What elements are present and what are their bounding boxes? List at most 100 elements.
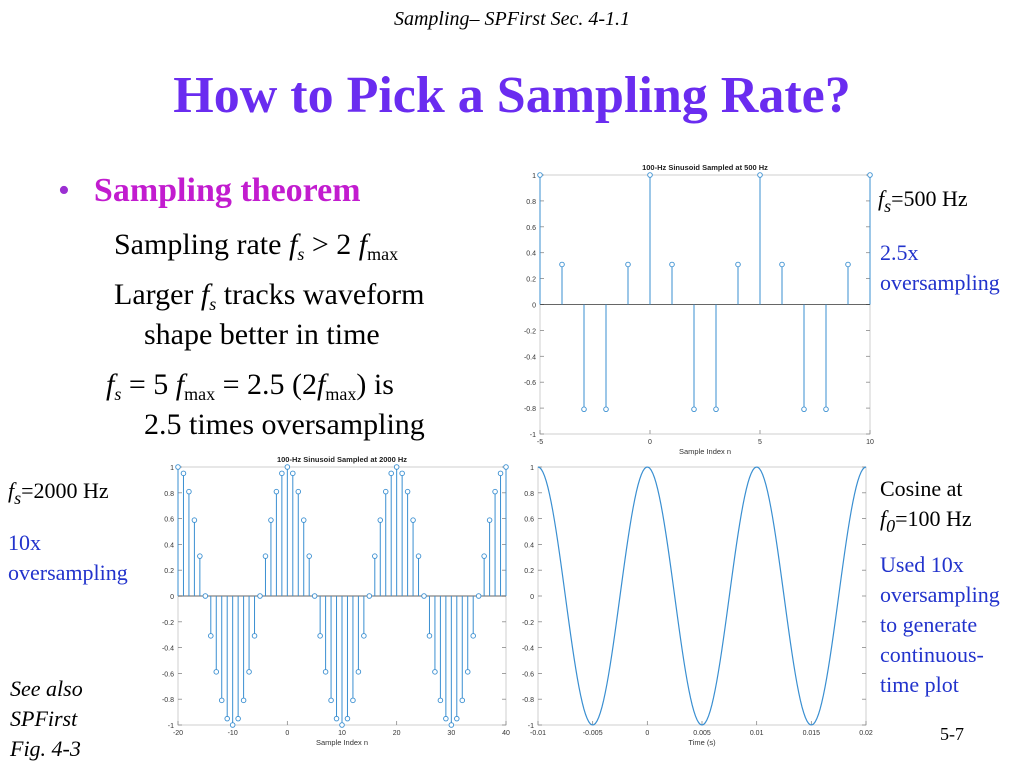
x-axis-label: Sample Index n	[679, 447, 731, 456]
stem-marker	[279, 470, 285, 477]
x-tick-label: -0.01	[530, 730, 546, 737]
stem-marker	[581, 406, 587, 413]
note-10x-line2: oversampling	[8, 560, 128, 585]
x-tick-label: 0.015	[803, 730, 821, 737]
stem-marker	[306, 553, 312, 559]
chart-2000hz: -1 -0.8 -0.6 -0.4 -0.2 0 0.2 0.4 0.6 0.8 1 -20 -10 0 1…	[162, 455, 510, 747]
chart-cosine: -1 -0.8 -0.6 -0.4 -0.2 0 0.2 0.4 0.6 0.8 1 -0.01 -0.…	[522, 465, 873, 747]
stem-marker	[208, 633, 214, 639]
stem-marker	[867, 172, 873, 178]
label-cosine: Cosine at f0=100 Hz	[880, 474, 972, 541]
text-cosine-at: Cosine at	[880, 476, 963, 501]
text-is: ) is	[356, 368, 394, 401]
stem-marker	[290, 470, 296, 477]
x-tick-label: 0	[645, 730, 649, 737]
stem-marker	[218, 697, 225, 704]
sub-s: s	[209, 294, 217, 314]
note-used-line2: oversampling	[880, 582, 1000, 607]
stem-marker	[257, 593, 263, 599]
y-tick-label: 0.8	[164, 491, 174, 498]
stem-marker	[175, 464, 181, 470]
line-oversampling: 2.5 times oversampling	[144, 408, 425, 441]
stem-marker	[180, 470, 187, 477]
sub-max: max	[325, 384, 357, 404]
var-f: f	[175, 368, 185, 401]
stem-marker	[404, 488, 411, 495]
y-tick-label: 1	[532, 173, 536, 180]
var-f: f	[358, 228, 368, 261]
stem-marker	[366, 593, 373, 599]
stem-marker	[415, 553, 422, 559]
slide-title: How to Pick a Sampling Rate?	[173, 67, 851, 124]
stem-marker	[443, 715, 449, 722]
page-number: 5-7	[940, 724, 964, 744]
sub-s: s	[884, 196, 892, 216]
stem-marker	[492, 488, 498, 495]
text-eq25: = 2.5 (2	[222, 368, 318, 401]
stem-marker	[339, 722, 345, 728]
x-axis-label: Time (s)	[688, 738, 716, 747]
note-25x-line2: oversampling	[880, 270, 1000, 295]
note-25x-line1: 2.5x	[880, 240, 919, 265]
stem-marker	[410, 517, 416, 523]
stem-marker	[382, 488, 389, 495]
stem-marker	[377, 517, 384, 523]
y-tick-label: 0.4	[164, 542, 174, 549]
stem-marker	[432, 669, 438, 675]
y-tick-label: -0.6	[162, 671, 174, 678]
note-used10x: Used 10x oversampling to generate contin…	[880, 550, 1000, 700]
x-tick-label: 30	[447, 730, 455, 737]
stem-marker	[470, 633, 476, 639]
stem-marker	[186, 488, 192, 495]
cosine-line	[537, 466, 867, 726]
stem-marker	[437, 697, 444, 704]
stem-marker	[224, 715, 230, 722]
stem-marker	[691, 406, 697, 413]
line-larger-fs: Larger fs tracks waveform	[114, 278, 425, 315]
line-sampling-rate: Sampling rate fs > 2 fmax	[114, 228, 398, 265]
var-f: f	[878, 186, 885, 211]
see-also-line1: See also	[10, 676, 83, 701]
label-fs2000: fs=2000 Hz	[8, 476, 109, 513]
stem-marker	[448, 722, 455, 728]
x-tick-label: 20	[393, 730, 401, 737]
stem-marker	[757, 172, 763, 178]
var-f: f	[106, 368, 115, 401]
text-f0val: =100 Hz	[895, 506, 972, 531]
note-10x: 10x oversampling	[8, 528, 128, 588]
y-tick-label: 0.4	[526, 251, 536, 258]
y-tick-label: 0	[170, 594, 174, 601]
y-tick-label: 1	[530, 465, 534, 472]
stem-marker	[823, 406, 829, 413]
bullet-dot-icon: •	[58, 172, 70, 209]
x-tick-label: 40	[502, 730, 510, 737]
see-also-line3: Fig. 4-3	[10, 736, 81, 761]
sub-s: s	[114, 384, 122, 404]
note-10x-line1: 10x	[8, 530, 41, 555]
label-fs500: fs=500 Hz	[878, 184, 968, 221]
x-tick-label: -0.005	[583, 730, 603, 737]
note-see-also: See also SPFirst Fig. 4-3	[10, 674, 83, 764]
stem-marker	[300, 517, 307, 523]
stem-marker	[262, 553, 269, 559]
note-used-line5: time plot	[880, 672, 959, 697]
text-sampling-rate: Sampling rate	[114, 228, 282, 261]
bullet-label: Sampling theorem	[93, 172, 361, 209]
x-tick-label: 0.01	[750, 730, 764, 737]
x-tick-label: -10	[228, 730, 238, 737]
x-tick-label: 0	[648, 439, 652, 446]
var-f0: f	[880, 506, 887, 531]
note-used-line3: to generate	[880, 612, 978, 637]
chart-title: 100-Hz Sinusoid Sampled at 2000 Hz	[277, 455, 407, 464]
y-tick-label: 0	[532, 303, 536, 310]
stem-marker	[475, 593, 482, 599]
stem-marker	[295, 488, 302, 495]
chart-title: 100-Hz Sinusoid Sampled at 500 Hz	[642, 163, 768, 172]
y-tick-label: 1	[170, 465, 174, 472]
y-tick-label: -1	[530, 432, 536, 439]
stem-marker	[317, 633, 323, 639]
stem-marker	[454, 715, 460, 722]
y-tick-label: -0.4	[162, 646, 174, 653]
text-gt2: > 2	[311, 228, 352, 261]
x-tick-label: -20	[173, 730, 183, 737]
